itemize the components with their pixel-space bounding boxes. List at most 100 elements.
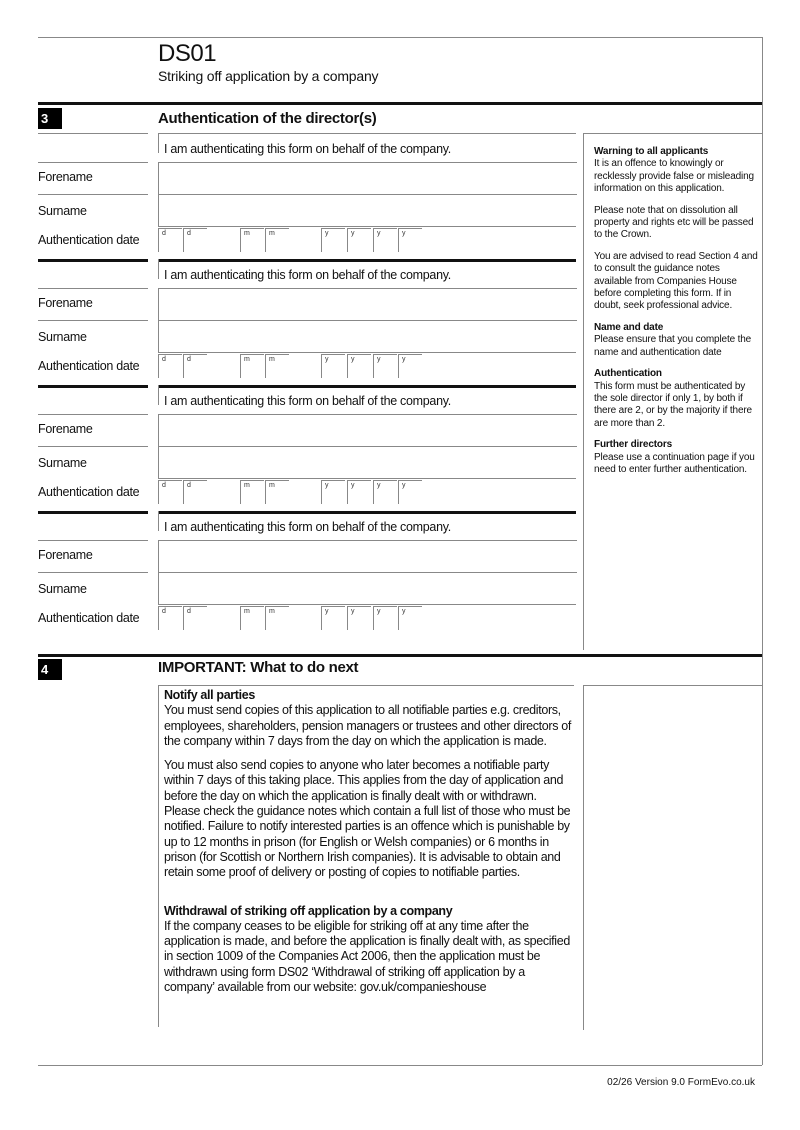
section-4-content: Notify all parties You must send copies … [164, 688, 574, 1004]
statement-divider [158, 133, 159, 153]
date-digit-input[interactable]: y [347, 228, 371, 252]
section-3-title: Authentication of the director(s) [158, 110, 377, 127]
page-top-rule [38, 37, 762, 38]
statement-divider [158, 259, 159, 279]
surname-input[interactable] [158, 320, 577, 353]
surname-input[interactable] [158, 446, 577, 479]
sidebar-top-border [583, 133, 762, 134]
director-block-rule [38, 385, 148, 388]
date-digit-input[interactable]: m [240, 354, 264, 378]
guidance-text: It is an offence to knowingly or reckles… [594, 158, 754, 195]
date-digit-input[interactable]: y [373, 606, 397, 630]
date-digit-input[interactable]: d [183, 480, 207, 504]
date-digit-input[interactable]: m [240, 228, 264, 252]
notify-heading: Notify all parties [164, 688, 255, 702]
form-title: Striking off application by a company [158, 68, 379, 84]
surname-label: Surname [38, 582, 87, 596]
guidance-text: Please ensure that you complete the name… [594, 334, 752, 358]
notify-paragraph-2: You must also send copies to anyone who … [164, 758, 571, 880]
date-digit-input[interactable]: d [183, 606, 207, 630]
forename-input[interactable] [158, 162, 577, 195]
row-divider [38, 162, 148, 163]
date-digit-input[interactable]: y [321, 606, 345, 630]
date-digit-input[interactable]: m [240, 480, 264, 504]
forename-label: Forename [38, 548, 93, 562]
date-digit-input[interactable]: y [398, 354, 422, 378]
form-code: DS01 [158, 40, 217, 67]
forename-input[interactable] [158, 540, 577, 573]
surname-input[interactable] [158, 194, 577, 227]
section-4-side-left [583, 685, 584, 1030]
section-3-number: 3 [38, 108, 62, 129]
date-digit-input[interactable]: d [158, 228, 182, 252]
authentication-date-label: Authentication date [38, 233, 140, 247]
forename-label: Forename [38, 170, 93, 184]
date-digit-input[interactable]: y [373, 354, 397, 378]
row-divider [38, 414, 148, 415]
guidance-note: Name and date Please ensure that you comp… [594, 322, 760, 359]
director-block-rule [158, 385, 576, 388]
section-3-rule [38, 102, 762, 105]
section-4-rule [38, 654, 762, 657]
date-digit-input[interactable]: y [321, 354, 345, 378]
guidance-note: Please note that on dissolution all prop… [594, 205, 760, 242]
authentication-statement: I am authenticating this form on behalf … [164, 142, 451, 156]
notify-paragraph-1: You must send copies of this application… [164, 703, 571, 748]
guidance-heading: Name and date [594, 321, 664, 333]
section-4-title: IMPORTANT: What to do next [158, 659, 359, 676]
page-bottom-rule [38, 1065, 762, 1066]
date-digit-input[interactable]: y [398, 228, 422, 252]
withdrawal-paragraph: If the company ceases to be eligible for… [164, 918, 570, 995]
guidance-text: Please note that on dissolution all prop… [594, 204, 754, 241]
section-4-side-top [583, 685, 762, 686]
date-digit-input[interactable]: y [321, 228, 345, 252]
authentication-date-label: Authentication date [38, 359, 140, 373]
footer-version: 02/26 Version 9.0 FormEvo.co.uk [607, 1077, 755, 1088]
date-digit-input[interactable]: d [183, 354, 207, 378]
date-digit-input[interactable]: d [158, 354, 182, 378]
authentication-date-label: Authentication date [38, 611, 140, 625]
date-digit-input[interactable]: d [158, 480, 182, 504]
section-4-box-left [158, 685, 159, 1027]
row-divider [158, 604, 576, 605]
date-digit-input[interactable]: y [373, 480, 397, 504]
guidance-note: Authentication This form must be authenti… [594, 368, 760, 430]
surname-input[interactable] [158, 572, 577, 605]
date-digit-input[interactable]: m [240, 606, 264, 630]
date-digit-input[interactable]: y [347, 354, 371, 378]
section-4-number: 4 [38, 659, 62, 680]
date-digit-input[interactable]: y [398, 606, 422, 630]
director-block-rule [158, 133, 576, 134]
director-block-rule [38, 511, 148, 514]
date-digit-input[interactable]: m [265, 480, 289, 504]
row-divider [158, 478, 576, 479]
forename-label: Forename [38, 296, 93, 310]
surname-label: Surname [38, 456, 87, 470]
row-divider [38, 572, 148, 573]
row-divider [158, 352, 576, 353]
date-digit-input[interactable]: m [265, 354, 289, 378]
guidance-text: This form must be authenticated by the s… [594, 380, 752, 429]
director-block-rule [158, 259, 576, 262]
guidance-sidebar: Warning to all applicants It is an offenc… [594, 146, 760, 485]
date-digit-input[interactable]: y [347, 606, 371, 630]
withdrawal-heading: Withdrawal of striking off application b… [164, 903, 453, 918]
row-divider [38, 194, 148, 195]
date-digit-input[interactable]: d [158, 606, 182, 630]
statement-divider [158, 385, 159, 405]
authentication-date-label: Authentication date [38, 485, 140, 499]
date-digit-input[interactable]: m [265, 606, 289, 630]
surname-label: Surname [38, 204, 87, 218]
director-block-rule [158, 511, 576, 514]
date-digit-input[interactable]: m [265, 228, 289, 252]
date-digit-input[interactable]: d [183, 228, 207, 252]
row-divider [38, 446, 148, 447]
forename-input[interactable] [158, 414, 577, 447]
date-digit-input[interactable]: y [373, 228, 397, 252]
date-digit-input[interactable]: y [398, 480, 422, 504]
director-block-rule [38, 133, 148, 134]
date-digit-input[interactable]: y [347, 480, 371, 504]
forename-input[interactable] [158, 288, 577, 321]
date-digit-input[interactable]: y [321, 480, 345, 504]
guidance-note: Warning to all applicants It is an offenc… [594, 146, 760, 196]
